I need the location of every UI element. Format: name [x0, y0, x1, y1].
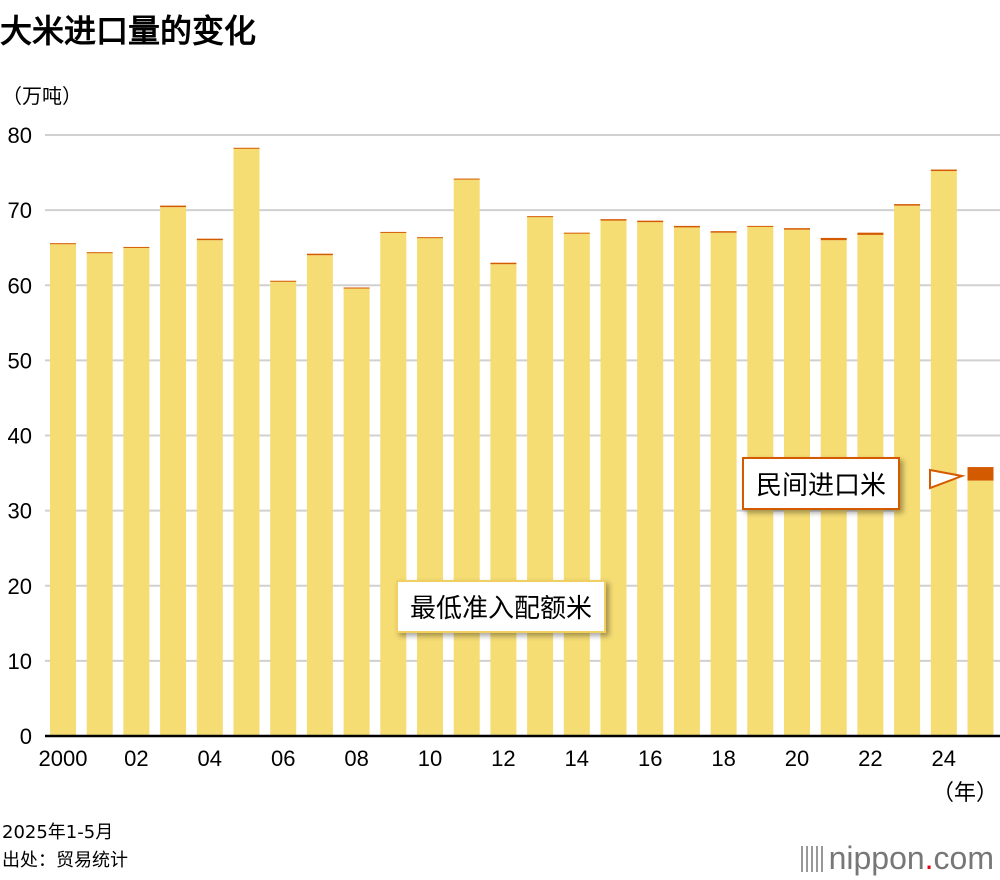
logo-icon: [800, 846, 823, 872]
bar-private-import: [894, 204, 921, 206]
y-tick-label: 20: [8, 574, 32, 599]
x-tick-label: 14: [565, 746, 589, 771]
bar-private-import: [857, 232, 884, 235]
bar-private-import: [380, 231, 407, 233]
bar-minimum-access: [710, 232, 737, 736]
x-tick-label: 06: [271, 746, 295, 771]
bar-minimum-access: [967, 480, 994, 736]
bar-private-import: [673, 225, 700, 228]
chart-title: 大米进口量的变化: [0, 12, 257, 50]
y-tick-label: 70: [8, 198, 32, 223]
bar-private-import: [710, 231, 737, 233]
bar-private-import: [490, 262, 517, 265]
bar-private-import: [784, 228, 810, 230]
bar-private-import: [160, 205, 187, 208]
bar-minimum-access: [527, 216, 554, 737]
source-note: 出处：贸易统计: [2, 850, 128, 871]
x-tick-label: 24: [932, 746, 956, 771]
x-tick-label: 2000: [39, 746, 88, 771]
y-tick-label: 60: [8, 273, 32, 298]
bar-minimum-access: [637, 222, 664, 736]
callout-pointer: [929, 468, 966, 490]
nippon-logo: nippon.com: [800, 840, 994, 877]
bar-minimum-access: [417, 237, 443, 736]
bar-chart: 0 10 20 30 40 50 60 70 80 2000 02 04 06 08 10 12 14 16 18 2…: [8, 123, 1000, 806]
legend-private-import: 民间进口米: [742, 457, 901, 510]
x-axis-unit: （年）: [932, 781, 998, 806]
y-tick-label: 80: [8, 123, 32, 148]
bar-minimum-access: [160, 207, 187, 736]
bar-minimum-access: [563, 233, 590, 736]
x-tick-label: 02: [124, 746, 148, 771]
x-tick-label: 10: [418, 746, 442, 771]
x-tick-label: 22: [858, 746, 882, 771]
bar-private-import: [453, 178, 480, 180]
x-tick-label: 16: [638, 746, 662, 771]
bar-private-import: [747, 225, 774, 227]
bar-private-import: [967, 467, 994, 481]
bar-minimum-access: [930, 171, 957, 736]
bar-private-import: [563, 232, 590, 234]
bar-minimum-access: [123, 247, 150, 736]
bar-private-import: [86, 252, 113, 254]
x-tick-label: 08: [344, 746, 368, 771]
bar-private-import: [270, 280, 297, 282]
x-tick-label: 18: [711, 746, 735, 771]
bar-minimum-access: [306, 255, 333, 736]
y-tick-label: 0: [20, 724, 32, 749]
bar-minimum-access: [490, 264, 517, 736]
y-axis-unit: （万吨）: [2, 84, 82, 108]
bar-minimum-access: [673, 227, 700, 736]
period-note: 2025年1-5月: [2, 822, 114, 843]
y-tick-label: 40: [8, 424, 32, 449]
bar-private-import: [417, 237, 443, 239]
bar-private-import: [123, 246, 150, 248]
bar-minimum-access: [86, 252, 113, 737]
bar-private-import: [820, 237, 847, 241]
bar-private-import: [306, 253, 333, 256]
bar-private-import: [527, 216, 554, 218]
y-tick-label: 50: [8, 348, 32, 373]
bar-minimum-access: [196, 240, 223, 737]
bar-private-import: [196, 238, 223, 241]
bar-minimum-access: [270, 281, 297, 736]
bar-private-import: [637, 220, 664, 223]
bar-minimum-access: [380, 232, 407, 736]
bar-minimum-access: [50, 243, 76, 736]
x-tick-label: 12: [491, 746, 515, 771]
y-tick-label: 10: [8, 649, 32, 674]
bar-private-import: [930, 169, 957, 172]
bar-private-import: [233, 147, 260, 149]
x-tick-label: 20: [785, 746, 809, 771]
bar-minimum-access: [453, 179, 480, 737]
x-tick-label: 04: [198, 746, 222, 771]
bar-minimum-access: [233, 148, 260, 736]
y-tick-label: 30: [8, 499, 32, 524]
bar-private-import: [600, 219, 627, 221]
bar-minimum-access: [600, 220, 627, 736]
bar-private-import: [343, 287, 370, 289]
bar-private-import: [50, 243, 76, 245]
bar-minimum-access: [343, 288, 370, 736]
legend-minimum-access: 最低准入配额米: [396, 580, 607, 633]
